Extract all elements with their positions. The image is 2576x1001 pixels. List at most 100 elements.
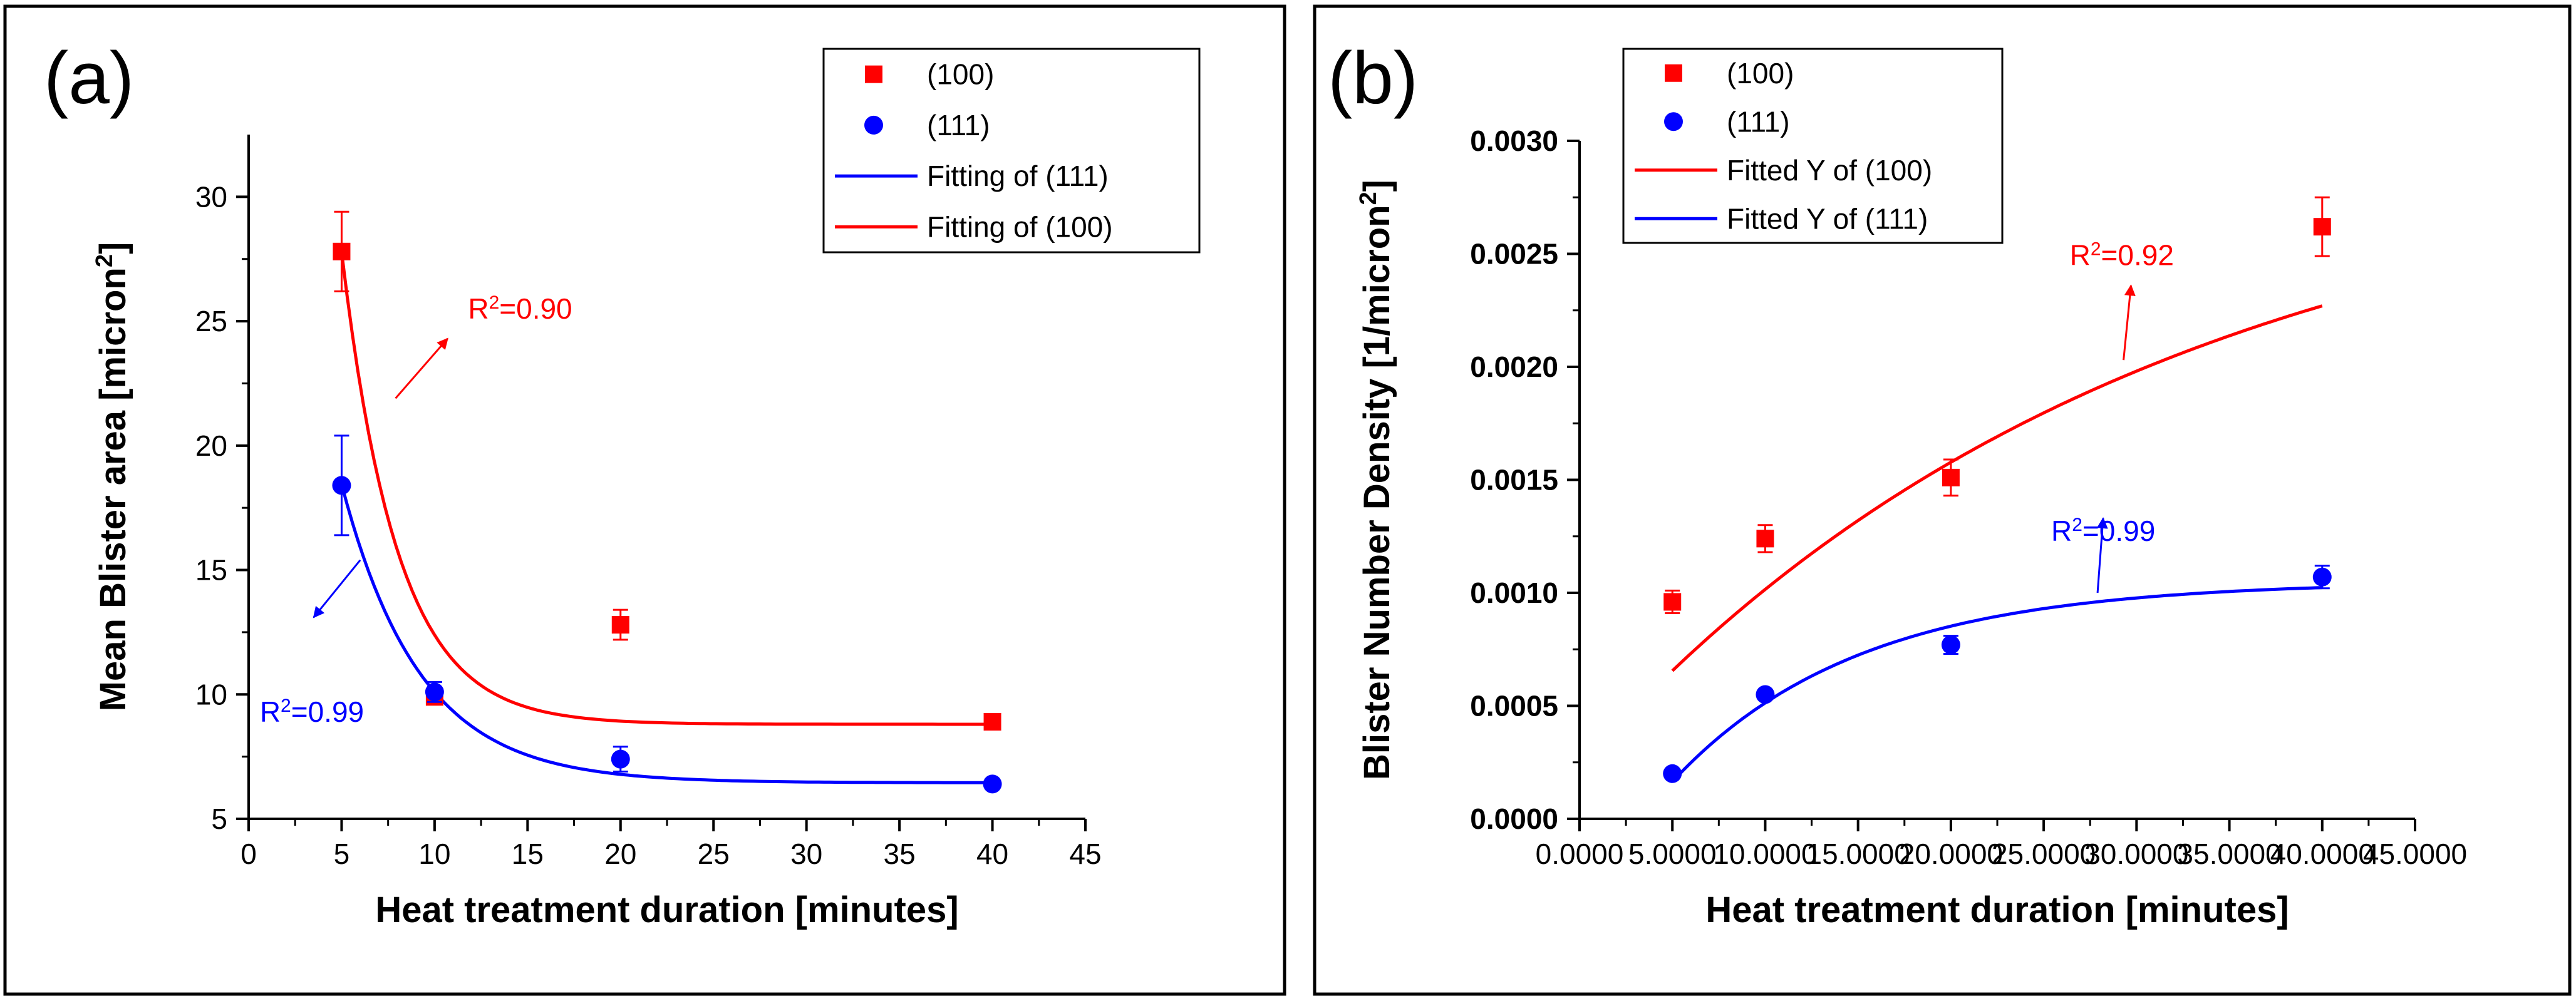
y-axis-label-sup: 2 [91, 254, 118, 267]
x-tick-label: 5 [334, 838, 350, 870]
legend-label: (100) [1727, 57, 1794, 90]
x-tick-label: 35.0000 [2177, 838, 2281, 870]
y-axis-label-main: Mean Blister area [micron [93, 267, 133, 711]
y-tick-label: 0.0015 [1470, 464, 1558, 496]
x-tick-label: 20 [604, 838, 636, 870]
x-tick-label: 25 [698, 838, 730, 870]
x-tick-label: 15 [512, 838, 544, 870]
x-tick-label: 10.0000 [1713, 838, 1817, 870]
r-squared-value: =0.99 [2082, 515, 2155, 547]
r-squared-r: R [260, 696, 281, 728]
y-tick-label: 0.0000 [1470, 803, 1558, 835]
data-point-circle [425, 682, 444, 702]
annotation-arrow [395, 337, 448, 399]
y-tick-label: 5 [211, 803, 227, 835]
x-tick-label: 30.0000 [2084, 838, 2188, 870]
annotation-arrow [2123, 284, 2136, 361]
x-tick-label: 0 [241, 838, 257, 870]
y-tick-label: 0.0010 [1470, 577, 1558, 609]
y-axis-label-close: ] [1357, 180, 1397, 192]
x-axis-label: Heat treatment duration [minutes] [375, 890, 958, 930]
fit-curve [1671, 586, 2322, 783]
r-squared-r: R [468, 292, 489, 325]
r-squared-value: =0.90 [499, 292, 572, 325]
data-point-circle [1941, 635, 1960, 655]
y-tick-label: 10 [195, 678, 227, 711]
legend-label: (111) [1727, 105, 1790, 138]
data-point-circle [1663, 764, 1682, 783]
panel-b-chart: (b)0.0000 5.000010.000015.000020.000025.0… [1328, 37, 2467, 930]
legend-label: (111) [927, 109, 990, 141]
legend-marker-circle [864, 115, 883, 135]
data-point-circle [983, 774, 1002, 794]
x-axis-label: Heat treatment duration [minutes] [1705, 890, 2289, 930]
data-point-circle [1756, 685, 1775, 704]
legend-label: Fitting of (111) [927, 160, 1109, 192]
r-squared-annotation: R2=0.99 [260, 695, 364, 728]
x-tick-label: 0.0000 [1536, 838, 1624, 870]
panel-label: (a) [44, 37, 134, 120]
y-tick-label: 30 [195, 180, 227, 213]
y-axis-label-sup: 2 [1355, 192, 1382, 205]
y-axis-label-close: ] [93, 242, 133, 254]
r-squared-sup: 2 [2072, 514, 2082, 535]
panel-label: (b) [1328, 37, 1418, 120]
y-tick-label: 0.0020 [1470, 351, 1558, 383]
y-tick-label: 0.0005 [1470, 690, 1558, 722]
x-tick-label: 30 [790, 838, 822, 870]
panel-b-frame [1313, 4, 2572, 996]
data-point-square [333, 242, 351, 260]
data-point-circle [332, 476, 351, 495]
r-squared-r: R [2051, 515, 2072, 547]
y-tick-label: 25 [195, 305, 227, 337]
legend-marker-square [1665, 64, 1682, 82]
data-point-square [1756, 530, 1774, 548]
y-tick-label: 15 [195, 554, 227, 587]
r-squared-value: =0.92 [2101, 239, 2174, 272]
y-axis-label: Mean Blister area [micron2] [91, 242, 133, 712]
y-axis-label-main: Blister Number Density [1/micron [1357, 205, 1397, 780]
x-tick-label: 10 [418, 838, 450, 870]
r-squared-value: =0.99 [291, 696, 364, 728]
panel-a-frame [3, 4, 1286, 996]
y-tick-label: 0.0025 [1470, 238, 1558, 270]
r-squared-annotation: R2=0.90 [468, 292, 572, 325]
y-axis-label: Blister Number Density [1/micron2] [1355, 180, 1397, 780]
r-squared-sup: 2 [2091, 239, 2101, 259]
x-tick-label: 25.0000 [1992, 838, 2096, 870]
r-squared-r: R [2070, 239, 2091, 272]
legend-label: Fitted Y of (111) [1727, 202, 1928, 235]
data-point-square [2313, 218, 2331, 236]
fit-curve [1671, 304, 2323, 672]
legend-box [822, 48, 1201, 254]
annotation-arrow [2096, 517, 2108, 593]
x-tick-label: 40 [976, 838, 1008, 870]
legend-label: (100) [927, 58, 994, 91]
x-tick-label: 20.0000 [1899, 838, 2003, 870]
x-tick-label: 35 [884, 838, 916, 870]
annotation-arrow [313, 559, 361, 619]
data-point-square [611, 615, 629, 634]
legend-marker-circle [1664, 112, 1683, 131]
r-squared-sup: 2 [489, 292, 500, 313]
legend-label: Fitting of (100) [927, 210, 1113, 243]
r-squared-sup: 2 [281, 695, 291, 716]
x-tick-label: 45.0000 [2363, 838, 2467, 870]
r-squared-annotation: R2=0.99 [2051, 514, 2155, 547]
legend-label: Fitted Y of (100) [1727, 154, 1932, 187]
fit-curve [339, 251, 993, 726]
data-point-circle [611, 749, 630, 769]
data-point-square [1663, 593, 1682, 611]
y-tick-label: 20 [195, 429, 227, 462]
r-squared-annotation: R2=0.92 [2070, 239, 2174, 272]
legend-box [1622, 48, 2004, 244]
fit-curve [339, 483, 993, 784]
x-tick-label: 5.0000 [1628, 838, 1717, 870]
data-point-circle [2312, 567, 2332, 587]
legend-marker-square [865, 65, 882, 83]
x-tick-label: 40.0000 [2270, 838, 2374, 870]
y-tick-label: 0.0030 [1470, 125, 1558, 157]
data-point-square [983, 712, 1001, 731]
